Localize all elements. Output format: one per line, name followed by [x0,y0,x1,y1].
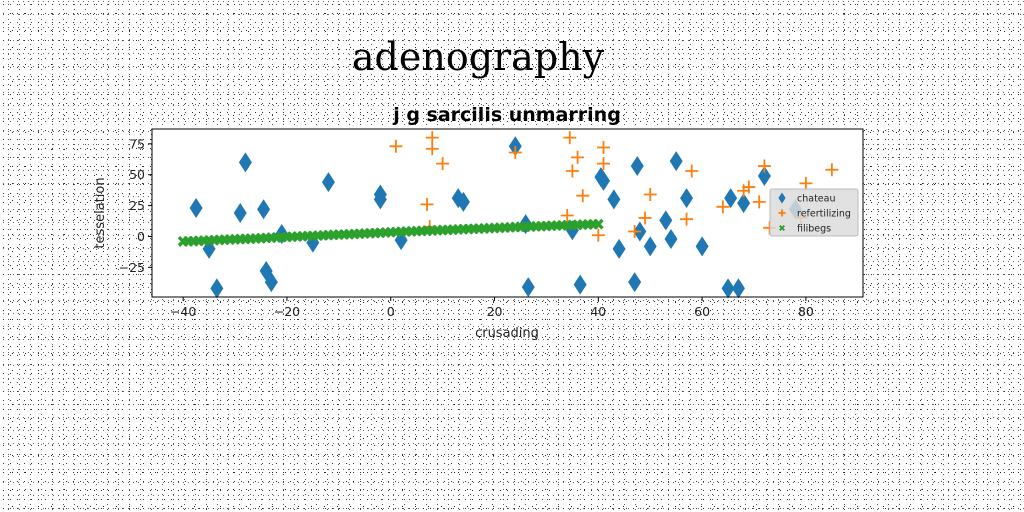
chateau-point [597,170,611,191]
refertilizing-point [716,200,730,214]
chart-title: j g sarcilis unmarring [392,104,621,126]
refertilizing-point [420,197,434,211]
legend-marker-chateau [778,192,786,204]
refertilizing-point [597,141,611,155]
legend: chateau refertilizing filibegs [769,188,859,237]
x-tick-label: 0 [387,304,395,319]
chateau-point [757,165,771,186]
legend-marker-refertilizing [778,209,786,217]
refertilizing-point [825,163,839,177]
chateau-point [321,172,335,193]
refertilizing-point [591,228,605,242]
chateau-point [731,278,745,299]
chateau-point [630,156,644,177]
x-tick-label: 40 [590,304,606,319]
chateau-point [737,193,751,214]
x-axis-label: crusading [475,326,539,341]
chateau-point [373,184,387,205]
chateau-point [669,151,683,172]
chateau-point [521,277,535,298]
chateau-point [189,198,203,219]
y-tick-label: 0 [137,229,145,244]
legend-marker-filibegs [779,225,785,231]
chateau-point [233,203,247,223]
figure-suptitle: adenography [352,35,605,79]
legend-box [769,188,859,237]
x-axis: −40 −20 0 20 40 60 80 [170,297,814,319]
refertilizing-point [638,211,652,225]
chateau-point [264,272,278,293]
chateau-point [680,188,694,209]
legend-label-filibegs: filibegs [797,224,831,235]
chateau-point [659,210,673,231]
y-tick-label: 75 [129,136,145,151]
legend-label-refertilizing: refertilizing [797,209,851,220]
refertilizing-point [425,142,439,156]
chateau-point [612,238,626,259]
chateau-point [573,274,587,295]
chateau-point [607,189,621,210]
refertilizing-point [742,180,756,194]
refertilizing-point [508,145,522,159]
y-tick-label: 25 [129,198,145,213]
plot-frame [151,128,864,298]
chateau-point [664,228,678,249]
refertilizing-point [576,189,590,203]
x-tick-label: 20 [487,304,503,319]
chateau-point [628,272,642,293]
y-tick-label: 50 [129,167,145,182]
series-chateau [189,136,803,299]
filibegs-point [592,218,604,230]
chateau-point [210,278,224,299]
refertilizing-point [757,159,771,173]
refertilizing-point [752,195,766,209]
chateau-point [238,152,252,173]
refertilizing-point [628,225,642,239]
plot-area [152,129,863,297]
x-tick-label: −40 [170,304,196,319]
chateau-point [721,278,735,299]
refertilizing-point [685,164,699,178]
series-filibegs [177,218,604,247]
x-tick-label: 80 [798,304,814,319]
refertilizing-point [571,150,585,164]
y-axis: −25 0 25 50 75 [119,136,152,275]
chateau-point [257,199,271,220]
chateau-point [456,191,470,212]
refertilizing-point [643,187,657,201]
refertilizing-point [563,131,577,145]
refertilizing-point [436,157,450,171]
refertilizing-point [565,164,579,178]
y-tick-label: −25 [119,260,145,275]
x-tick-label: 60 [694,304,710,319]
refertilizing-point [560,208,574,222]
refertilizing-point [597,157,611,171]
legend-label-chateau: chateau [797,194,835,205]
chateau-point [643,236,657,257]
chateau-point [695,236,709,257]
chateau-point [724,188,738,209]
refertilizing-point [425,131,439,145]
x-tick-label: −20 [274,304,300,319]
data-marks [177,131,839,299]
refertilizing-point [389,139,403,153]
refertilizing-point [799,176,813,190]
y-axis-label: tesselation [93,177,108,248]
refertilizing-point [680,212,694,226]
